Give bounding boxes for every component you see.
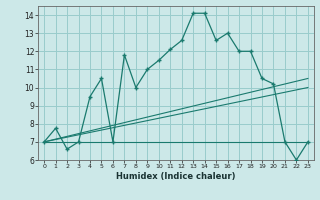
X-axis label: Humidex (Indice chaleur): Humidex (Indice chaleur) (116, 172, 236, 181)
